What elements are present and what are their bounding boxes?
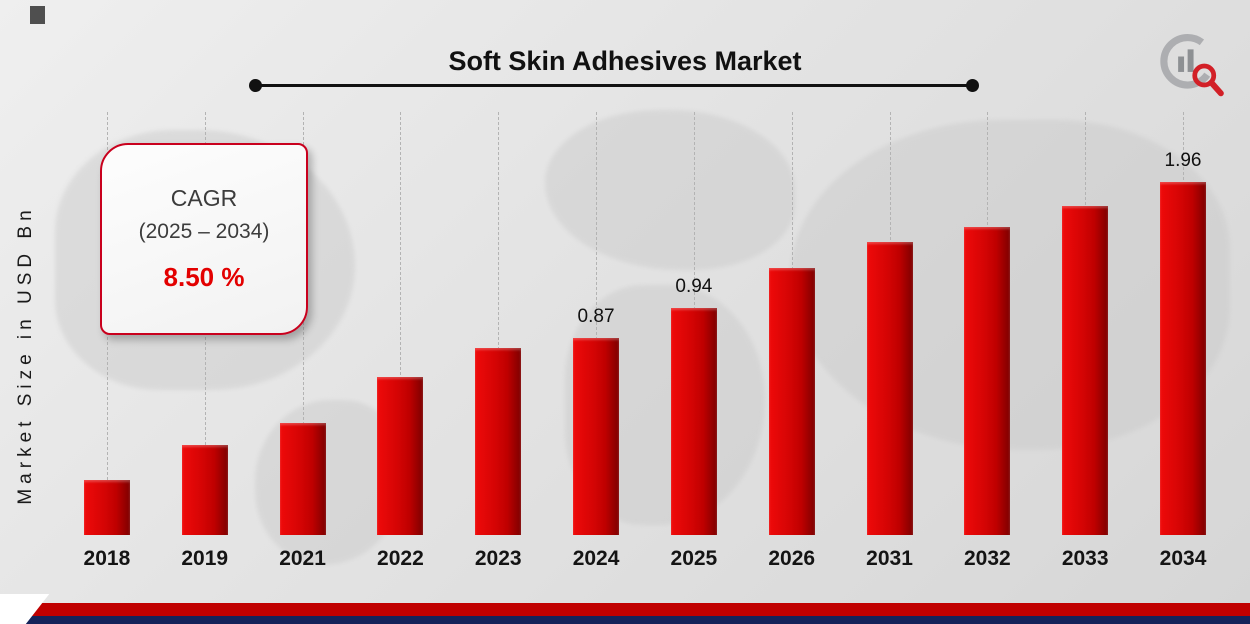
page-title: Soft Skin Adhesives Market — [448, 46, 802, 76]
bar-value-label: 0.87 — [577, 306, 615, 327]
title-underline — [249, 79, 979, 92]
bar-group: 2023 — [449, 112, 547, 570]
bar — [377, 377, 424, 535]
corner-mark — [30, 6, 45, 24]
cagr-label: CAGR — [170, 185, 238, 211]
gridline — [302, 112, 304, 535]
x-axis-label: 2031 — [866, 547, 913, 570]
bar-value-label: 0.94 — [675, 276, 713, 297]
bar-group: 2022 — [351, 112, 449, 570]
underline-right-dot — [966, 79, 979, 92]
bar — [1062, 206, 1109, 535]
brand-logo — [1152, 28, 1228, 109]
bar-value-label: 1.96 — [1164, 150, 1202, 171]
bar — [279, 423, 326, 535]
gridline — [400, 112, 402, 535]
bar — [573, 338, 620, 535]
bar-group: 0.87 2024 — [547, 112, 645, 570]
cagr-callout: CAGR (2025 – 2034) 8.50 % — [100, 143, 308, 335]
bar-group: 0.94 2025 — [645, 112, 743, 570]
x-axis-label: 2026 — [768, 547, 816, 570]
x-axis-label: 2025 — [670, 547, 718, 570]
bar-group: 1.96 2034 — [1134, 112, 1232, 570]
bar-group: 2019 — [156, 112, 254, 570]
bar — [768, 268, 815, 535]
bar — [475, 348, 522, 535]
bar — [1160, 182, 1207, 535]
x-axis-label: 2034 — [1159, 547, 1207, 570]
x-axis-label: 2032 — [964, 547, 1011, 570]
x-axis-label: 2023 — [474, 547, 522, 570]
bar-group: 2032 — [938, 112, 1036, 570]
gridline — [498, 112, 500, 535]
x-axis-label: 2018 — [83, 547, 131, 570]
x-axis-label: 2022 — [377, 547, 424, 570]
gridline — [596, 112, 598, 535]
bar — [83, 480, 130, 535]
bar-group: 2033 — [1036, 112, 1134, 570]
bar-group: 2031 — [841, 112, 939, 570]
bar — [964, 227, 1011, 535]
map-shape-europe — [545, 110, 795, 270]
bar — [670, 308, 717, 535]
footer-red-band — [0, 603, 1250, 616]
cagr-value: 8.50 % — [163, 262, 245, 292]
bar — [181, 445, 228, 535]
underline-left-dot — [249, 79, 262, 92]
x-axis-label: 2021 — [279, 547, 326, 570]
bar-group: 2026 — [743, 112, 841, 570]
bar — [866, 242, 913, 535]
x-axis-label: 2024 — [572, 547, 620, 570]
x-axis-label: 2033 — [1061, 547, 1109, 570]
y-axis-title: Market Size in USD Bn — [15, 205, 36, 505]
footer-navy-band — [0, 616, 1250, 624]
cagr-period: (2025 – 2034) — [138, 220, 270, 243]
bar-group: 2021 — [254, 112, 352, 570]
brand-logo-icon — [1160, 33, 1224, 97]
plot-area: 2018 2019 2021 2022 2023 0.87 2024 0.94 2025 2026… — [58, 112, 1232, 570]
x-axis-label: 2019 — [181, 547, 229, 570]
